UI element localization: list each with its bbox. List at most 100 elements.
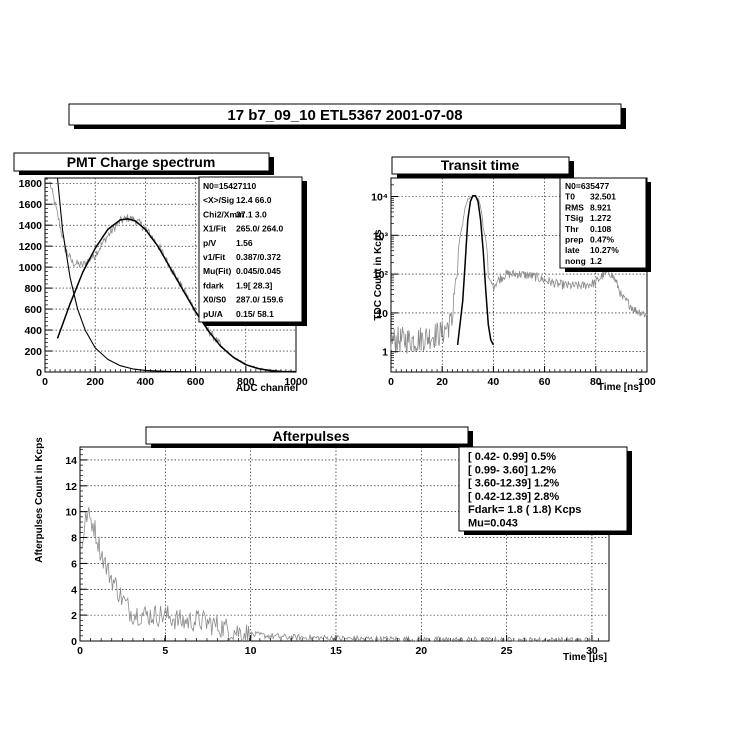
afterpulses-xtick-label: 20 <box>415 645 427 657</box>
transit-stat-value: 1.2 <box>590 256 602 266</box>
transit-ytick-label: 10⁴ <box>371 192 388 204</box>
charge-ytick-label: 600 <box>24 304 42 316</box>
afterpulses-stat-line: [ 0.99- 3.60] 1.2% <box>468 464 556 476</box>
header-title-box: 17 b7_09_10 ETL5367 2001-07-08 <box>68 103 626 129</box>
afterpulses-ytick-label: 12 <box>65 481 77 493</box>
afterpulses-title: Afterpulses <box>272 428 349 444</box>
charge-stat-key: p/V <box>203 238 217 248</box>
charge-stat-value: 1.9[ 28.3] <box>236 280 273 290</box>
charge-ytick-label: 1600 <box>19 199 43 211</box>
charge-xtick-label: 200 <box>86 376 104 388</box>
afterpulses-chart: 0 5 10 15 20 25 30 0 2 4 6 8 10 12 14 Afterpulses Afte… <box>34 426 632 663</box>
transit-ytick-label: 10³ <box>373 230 389 242</box>
afterpulses-xlabel: Time [µs] <box>563 652 607 663</box>
charge-stat-value: 265.0/ 264.0 <box>236 224 284 234</box>
transit-xtick-label: 80 <box>590 376 602 388</box>
charge-ytick-label: 200 <box>24 346 42 358</box>
afterpulses-xtick-label: 30 <box>586 645 598 657</box>
afterpulses-xtick-label: 0 <box>77 645 83 657</box>
transit-xlabel: Time [ns] <box>598 382 642 393</box>
transit-ytick-label: 10² <box>373 269 389 281</box>
charge-xtick-label: 600 <box>187 376 205 388</box>
charge-stat-key: Chi2/Xmin <box>203 209 245 219</box>
transit-stat-value: 8.921 <box>590 202 612 212</box>
transit-ytick-label: 1 <box>382 347 388 359</box>
charge-xlabel: ADC channel <box>236 383 298 394</box>
charge-stat-key: Mu(Fit) <box>203 266 231 276</box>
charge-stats-box: N0=15427110 <X>/Sig 12.4 66.0 Chi2/Xmin37.1… <box>198 176 307 326</box>
charge-spectrum-chart: 0 200 400 600 800 1000 0 200 400 600 800 1000 1200 14… <box>13 152 308 394</box>
charge-title: PMT Charge spectrum <box>67 154 216 170</box>
transit-title: Transit time <box>441 157 520 173</box>
transit-stat-value: 1.272 <box>590 213 612 223</box>
transit-stat-value: 0.108 <box>590 224 612 234</box>
charge-stat-value: 0.045/0.045 <box>236 266 281 276</box>
afterpulses-stat-line: Fdark= 1.8 ( 1.8) Kcps <box>468 504 581 516</box>
transit-xtick-label: 0 <box>388 376 394 388</box>
charge-xtick-label: 1000 <box>284 376 308 388</box>
afterpulses-title-box: Afterpulses <box>145 426 473 448</box>
afterpulses-xtick-label: 25 <box>501 645 513 657</box>
afterpulses-xtick-label: 10 <box>245 645 257 657</box>
afterpulses-stat-line: Mu=0.043 <box>468 518 518 530</box>
charge-ytick-label: 1200 <box>19 241 43 253</box>
afterpulses-ytick-label: 14 <box>65 455 77 467</box>
afterpulses-ytick-label: 2 <box>71 610 77 622</box>
transit-xtick-label: 100 <box>638 376 656 388</box>
charge-stat-value: 0.15/ 58.1 <box>236 309 274 319</box>
transit-stat-key: T0 <box>565 192 575 202</box>
charge-stat-value: 0.387/0.372 <box>236 252 281 262</box>
charge-stat-value: 12.4 66.0 <box>236 195 272 205</box>
charge-ytick-label: 800 <box>24 283 42 295</box>
charge-stat-key: pU/A <box>203 309 223 319</box>
header-title: 17 b7_09_10 ETL5367 2001-07-08 <box>227 107 462 124</box>
charge-stat-key: fdark <box>203 280 224 290</box>
charge-ytick-label: 1400 <box>19 220 43 232</box>
charge-ytick-label: 1000 <box>19 262 43 274</box>
afterpulses-ylabel: Afterpulses Count in Kcps <box>34 437 45 563</box>
afterpulses-ytick-label: 10 <box>65 507 77 519</box>
transit-stat-key: Thr <box>565 224 579 234</box>
transit-stat-value: 32.501 <box>590 192 616 202</box>
transit-stat-key: RMS <box>565 202 584 212</box>
transit-fit-series-1 <box>456 194 495 346</box>
charge-stat-key: X0/S0 <box>203 295 226 305</box>
charge-fit-series-2 <box>56 177 196 373</box>
afterpulses-xtick-label: 5 <box>162 645 168 657</box>
transit-stat-key: TSig <box>565 213 583 223</box>
afterpulses-stat-line: [ 0.42-12.39] 2.8% <box>468 491 559 503</box>
transit-stat-value: 0.47% <box>590 235 615 245</box>
charge-ytick-label: 1800 <box>19 178 43 190</box>
afterpulses-ytick-label: 6 <box>71 558 77 570</box>
afterpulses-stat-line: [ 3.60-12.39] 1.2% <box>468 478 559 490</box>
transit-stat-key: nong <box>565 256 586 266</box>
charge-stat-value: 37.1 3.0 <box>236 209 267 219</box>
transit-ylabel: TDC Count in Kcps <box>373 229 384 321</box>
charge-title-box: PMT Charge spectrum <box>13 152 274 175</box>
transit-stat-key: N0=635477 <box>565 181 609 191</box>
transit-xtick-label: 60 <box>539 376 551 388</box>
charge-xtick-label: 800 <box>237 376 255 388</box>
afterpulses-stats-box: [ 0.42- 0.99] 0.5%[ 0.99- 3.60] 1.2% [ 3.… <box>458 446 632 535</box>
charge-xtick-label: 0 <box>42 376 48 388</box>
charge-stat-key: X1/Fit <box>203 224 226 234</box>
afterpulses-xtick-label: 15 <box>330 645 342 657</box>
transit-time-chart: 0 20 40 60 80 100 1 10 10² 10³ 10⁴ Transit time TD… <box>371 156 656 393</box>
afterpulses-ytick-label: 0 <box>71 636 77 648</box>
transit-stat-key: late <box>565 245 580 255</box>
afterpulses-ytick-label: 8 <box>71 533 77 545</box>
charge-ytick-label: 0 <box>36 367 42 379</box>
charge-stat-value: 287.0/ 159.6 <box>236 295 284 305</box>
transit-ytick-label: 10 <box>376 308 388 320</box>
transit-xtick-label: 40 <box>488 376 500 388</box>
transit-xtick-label: 20 <box>436 376 448 388</box>
charge-xtick-label: 400 <box>137 376 155 388</box>
charge-stat-value: 1.56 <box>236 238 253 248</box>
afterpulses-ytick-label: 4 <box>71 584 77 596</box>
afterpulses-stat-line: [ 0.42- 0.99] 0.5% <box>468 451 556 463</box>
transit-title-box: Transit time <box>391 156 574 178</box>
transit-stat-value: 10.27% <box>590 245 619 255</box>
charge-stat-key: <X>/Sig <box>203 195 234 205</box>
